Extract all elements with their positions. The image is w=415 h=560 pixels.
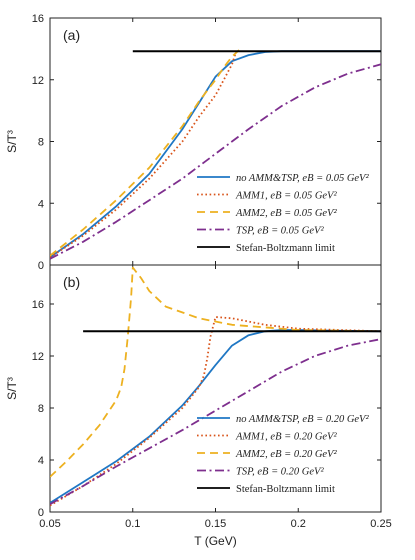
x-tick-label: 0.2	[291, 518, 306, 530]
y-tick-label: 0	[38, 507, 44, 519]
axes-frame	[49, 17, 382, 266]
y-axis-label: S/T³	[5, 377, 19, 400]
y-tick-label: 4	[38, 198, 44, 210]
panel-label: (a)	[63, 27, 80, 43]
y-axis-label: S/T³	[5, 130, 19, 153]
legend: no AMM&TSP, eB = 0.05 GeV² AMM1, eB = 0.0…	[197, 173, 369, 254]
legend: no AMM&TSP, eB = 0.20 GeV² AMM1, eB = 0.2…	[197, 414, 369, 495]
x-tick-label: 0.25	[370, 518, 391, 530]
legend-label-amm1: AMM1, eB = 0.05 GeV²	[235, 191, 337, 202]
y-tick-label: 8	[38, 403, 44, 415]
y-tick-label: 12	[32, 75, 44, 87]
panel-a: 0 4 8 12 16 no AMM&TSP, eB = 0.05 GeV² AMM1, e…	[5, 13, 382, 272]
legend-label-amm1: AMM1, eB = 0.20 GeV²	[235, 432, 337, 443]
axes-frame	[49, 264, 382, 513]
series-line-amm2	[50, 266, 381, 478]
legend-label-sb: Stefan-Boltzmann limit	[236, 243, 335, 254]
panel-label: (b)	[63, 274, 80, 290]
series-line-amm1	[50, 316, 381, 507]
legend-label-tsp: TSP, eB = 0.20 GeV²	[236, 467, 324, 478]
y-tick-label: 16	[32, 299, 44, 311]
legend-label-no_amm_tsp: no AMM&TSP, eB = 0.20 GeV²	[236, 414, 369, 425]
series-line-amm1	[50, 48, 238, 259]
series-line-tsp	[50, 63, 381, 260]
panel-b: 0 4 8 12 16 0.05 0.1 0.15 0.2 0.25 no AMM&TSP, eB …	[5, 264, 392, 548]
legend-label-amm2: AMM2, eB = 0.05 GeV²	[235, 208, 337, 219]
legend-label-no_amm_tsp: no AMM&TSP, eB = 0.05 GeV²	[236, 173, 369, 184]
x-tick-label: 0.15	[205, 518, 226, 530]
series-line-no_amm_tsp	[50, 50, 381, 259]
y-tick-label: 4	[38, 455, 44, 467]
series-line-amm2	[50, 48, 241, 257]
x-tick-label: 0.05	[39, 518, 60, 530]
y-tick-label: 16	[32, 13, 44, 25]
y-tick-label: 8	[38, 137, 44, 149]
legend-label-tsp: TSP, eB = 0.05 GeV²	[236, 226, 324, 237]
x-axis-label: T (GeV)	[194, 534, 236, 548]
x-tick-label: 0.1	[125, 518, 140, 530]
y-tick-label: 0	[38, 260, 44, 272]
y-tick-label: 12	[32, 351, 44, 363]
legend-label-amm2: AMM2, eB = 0.20 GeV²	[235, 449, 337, 460]
legend-label-sb: Stefan-Boltzmann limit	[236, 484, 335, 495]
